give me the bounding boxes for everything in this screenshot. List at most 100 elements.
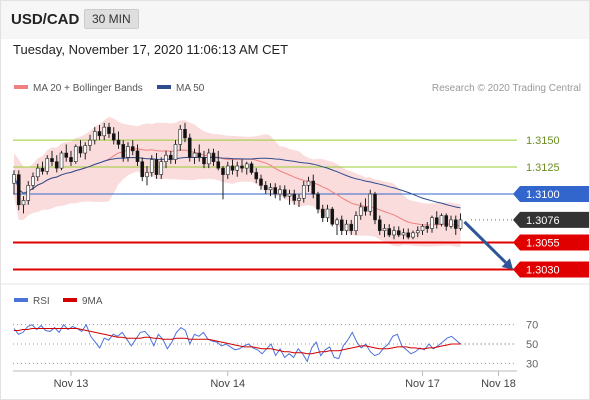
level-label-1-3150: 1.3150 (526, 135, 560, 147)
candle (88, 134, 92, 151)
chart-header: USD/CAD 30 MIN (1, 1, 589, 39)
forecast-arrow-layer (463, 220, 513, 270)
candle (206, 148, 211, 169)
candle (259, 174, 263, 190)
candle (244, 161, 249, 175)
candle (126, 142, 130, 162)
timeframe-badge[interactable]: 30 MIN (84, 9, 139, 29)
candle (31, 172, 35, 190)
candle (425, 222, 430, 233)
level-label-1-3030: 1.3030 (526, 264, 560, 276)
candle-body-up (35, 167, 40, 178)
candle (140, 157, 145, 182)
candle (168, 150, 173, 164)
candle (311, 174, 316, 199)
candle-body-down (54, 161, 59, 169)
candle (325, 204, 330, 223)
copyright-label: Research © 2020 Trading Central (432, 83, 581, 94)
rsi-legend: RSI 9MA (14, 296, 103, 307)
candle-body-down (130, 146, 135, 152)
candle (197, 144, 202, 162)
candle-body-up (301, 185, 306, 199)
candle (320, 204, 325, 223)
candle (316, 191, 320, 214)
x-tick-label: Nov 17 (405, 378, 440, 390)
candle (183, 122, 187, 143)
candle (430, 215, 434, 233)
candle-body-down (140, 161, 145, 178)
symbol-label: USD/CAD (11, 11, 80, 28)
candle-body-down (116, 139, 121, 145)
candle-body-up (159, 161, 164, 175)
candle (458, 213, 463, 231)
candle-body-up (26, 185, 31, 201)
candle (297, 194, 301, 207)
candle (40, 161, 45, 175)
candle (102, 122, 107, 141)
bollinger-band (14, 116, 461, 248)
candle (173, 140, 178, 164)
candle-body-up (12, 174, 16, 184)
candle-body-down (434, 217, 439, 225)
rsi-legend-swatch (14, 298, 28, 302)
rsi-tick-50: 50 (526, 339, 538, 351)
candle (64, 144, 69, 162)
candle (396, 226, 401, 238)
moving-average-layer (13, 148, 461, 227)
candle-body-down (330, 208, 335, 225)
candle (59, 150, 64, 171)
candle (330, 206, 335, 227)
candle (121, 140, 126, 162)
candle-body-up (45, 158, 50, 172)
candle-body-down (311, 180, 316, 195)
candle (154, 153, 159, 179)
candle-body-down (363, 206, 368, 212)
candle-body-up (59, 152, 64, 169)
candle (97, 125, 102, 141)
candle-body-up (368, 193, 373, 212)
candle-body-up (401, 232, 406, 236)
candle-body-up (458, 219, 463, 229)
rsi-ma-line (14, 328, 461, 355)
level-lines-layer (13, 139, 517, 271)
candle (368, 189, 373, 216)
candle-body-down (373, 193, 377, 221)
candle (382, 224, 387, 238)
forecast-arrow-shaft (463, 220, 507, 264)
level-label-1-3076: 1.3076 (526, 215, 560, 227)
candle (107, 122, 111, 138)
candle (145, 165, 149, 186)
candle (287, 189, 292, 205)
ma20-legend-swatch (14, 85, 28, 89)
candle (45, 155, 50, 175)
candle-body-up (358, 206, 363, 216)
candle (12, 170, 16, 195)
candle (69, 150, 73, 166)
candle-body-down (135, 150, 140, 162)
rsi-line (13, 323, 461, 363)
candle-body-up (335, 219, 339, 225)
candle-body-up (449, 219, 453, 227)
candle (387, 224, 392, 238)
candle (202, 150, 206, 169)
candle (401, 228, 406, 240)
timestamp: Tuesday, November 17, 2020 11:06:13 AM C… (13, 42, 289, 57)
candle (392, 226, 396, 240)
level-tag-1-3030 (513, 261, 589, 278)
candle-body-up (192, 152, 197, 158)
candle (83, 142, 88, 160)
candle-body-down (187, 137, 192, 158)
candle-body-down (197, 152, 202, 158)
candle-body-up (297, 198, 301, 201)
rsi-layer: 70 50 30 (13, 320, 538, 370)
ma20-legend-label: MA 20 + Bollinger Bands (33, 83, 143, 94)
candle-body-down (121, 144, 126, 158)
candle-body-up (92, 131, 97, 141)
candle-body-up (278, 189, 282, 195)
candle (358, 202, 363, 220)
candle-body-down (249, 163, 254, 173)
candle (411, 230, 415, 240)
candle-body-down (320, 208, 325, 219)
